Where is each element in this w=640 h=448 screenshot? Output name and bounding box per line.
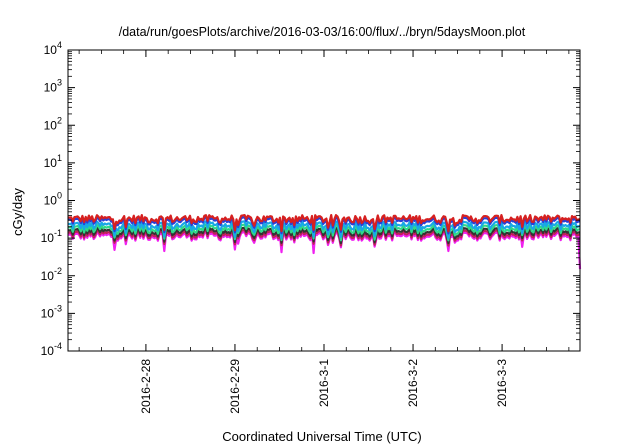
x-axis-label: Coordinated Universal Time (UTC) <box>222 429 421 444</box>
y-tick-label: 10-2 <box>41 266 62 283</box>
y-tick-base: 10 <box>44 194 58 208</box>
x-tick-label: 2016-3-3 <box>495 359 509 407</box>
y-tick-exponent: 1 <box>57 153 62 163</box>
plot-frame <box>67 49 581 352</box>
y-tick-exponent: -3 <box>54 303 62 313</box>
y-tick-exponent: 4 <box>57 40 62 50</box>
y-tick-label: 10-1 <box>41 228 62 245</box>
y-tick-base: 10 <box>44 43 58 57</box>
y-tick-label: 102 <box>44 115 62 132</box>
series-layer <box>67 214 582 270</box>
series-line <box>67 216 581 235</box>
y-tick-base: 10 <box>41 306 55 320</box>
x-tick-label: 2016-3-2 <box>406 359 420 407</box>
y-tick-exponent: 0 <box>57 191 62 201</box>
series-line <box>67 220 581 240</box>
y-tick-label: 104 <box>44 40 62 57</box>
series-line <box>67 214 581 233</box>
y-tick-label: 101 <box>44 153 62 170</box>
y-tick-base: 10 <box>41 344 55 358</box>
chart-title: /data/run/goesPlots/archive/2016-03-03/1… <box>119 25 526 39</box>
y-tick-label: 103 <box>44 78 62 95</box>
y-tick-base: 10 <box>44 81 58 95</box>
series-line <box>67 228 581 247</box>
y-tick-base: 10 <box>41 231 55 245</box>
y-tick-label: 10-4 <box>41 341 62 358</box>
y-tick-label: 100 <box>44 191 62 208</box>
y-tick-base: 10 <box>44 156 58 170</box>
y-tick-exponent: -1 <box>54 228 62 238</box>
x-tick-label: 2016-3-1 <box>317 359 331 407</box>
y-tick-label: 10-3 <box>41 303 62 320</box>
y-axis-label: cGy/day <box>10 188 25 236</box>
y-tick-base: 10 <box>41 269 55 283</box>
x-tick-label: 2016-2-28 <box>139 359 153 414</box>
y-tick-exponent: -4 <box>54 341 62 351</box>
x-tick-label: 2016-2-29 <box>228 359 242 414</box>
y-tick-exponent: 3 <box>57 78 62 88</box>
y-tick-exponent: -2 <box>54 266 62 276</box>
series-line <box>67 231 582 270</box>
x-axis-ticks: 2016-2-28 2016-2-29 2016-3-1 2016-3-2 2016-3… <box>78 50 570 414</box>
y-tick-exponent: 2 <box>57 115 62 125</box>
series-line <box>67 226 581 245</box>
series-line <box>67 223 581 242</box>
y-tick-base: 10 <box>44 118 58 132</box>
